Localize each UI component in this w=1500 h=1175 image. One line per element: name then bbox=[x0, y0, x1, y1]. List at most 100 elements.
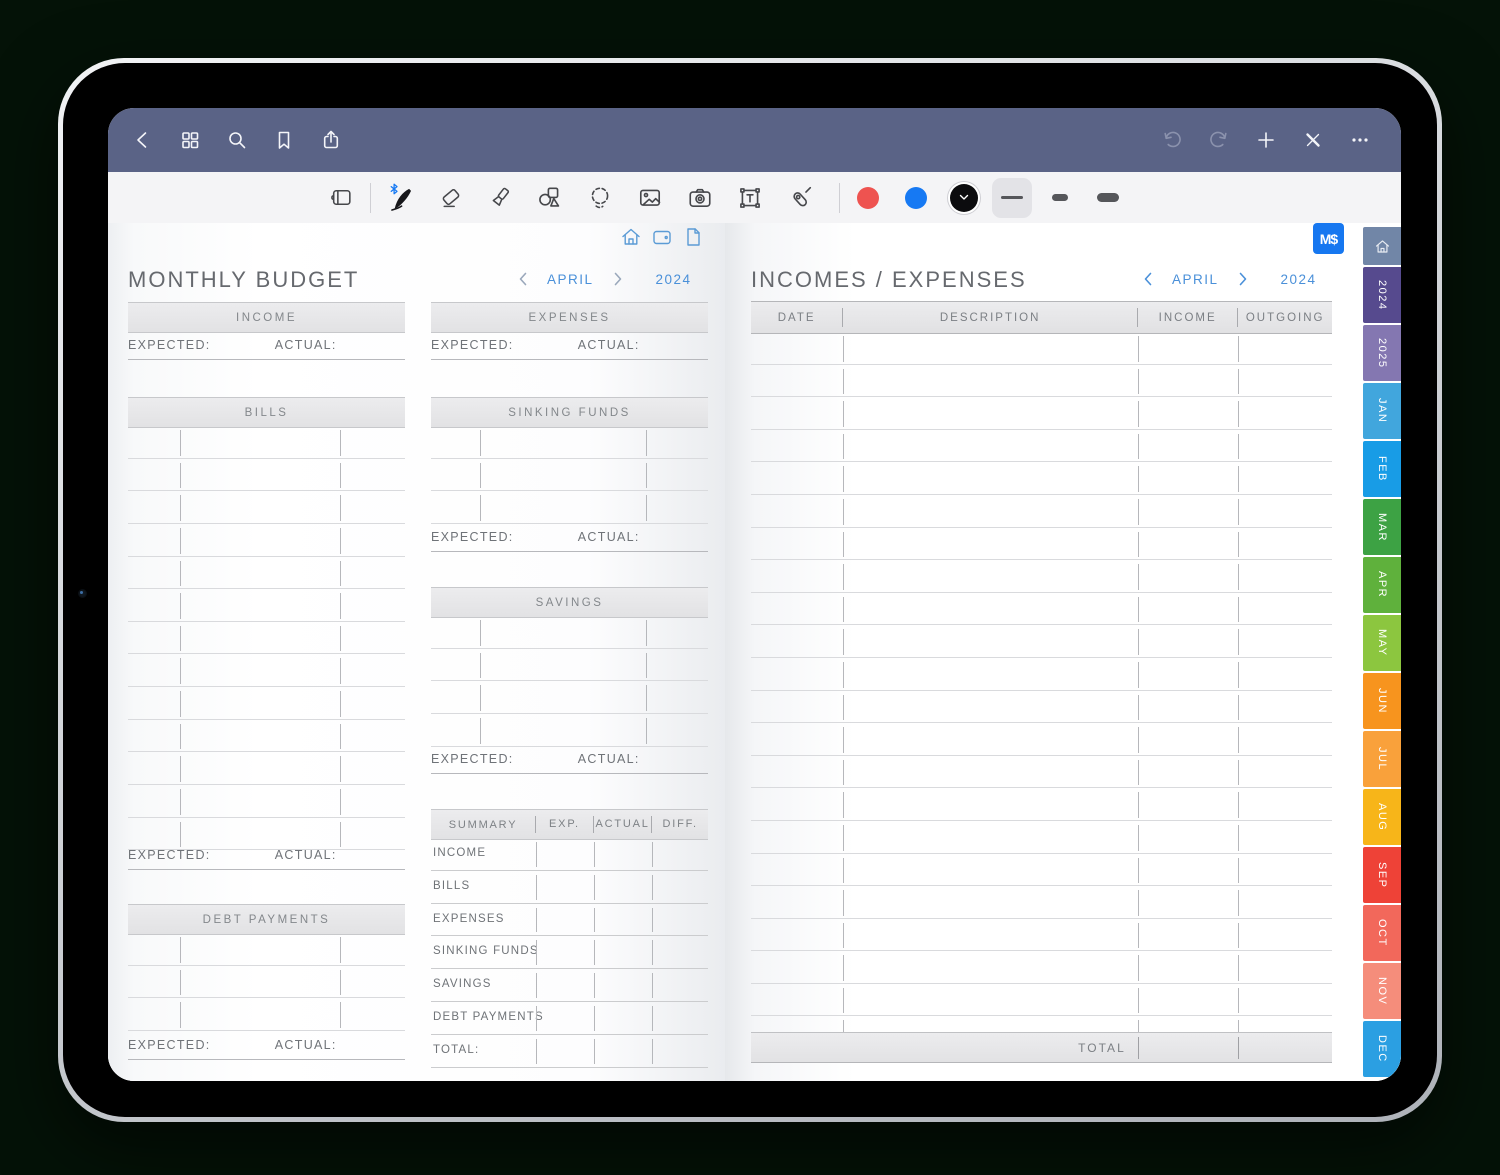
blank-row[interactable] bbox=[128, 622, 405, 655]
summary-row[interactable]: BILLS bbox=[431, 871, 708, 904]
blank-row[interactable] bbox=[128, 998, 405, 1031]
pen-color-blue[interactable] bbox=[892, 177, 940, 219]
blank-row[interactable] bbox=[751, 397, 1332, 430]
debt-expected-actual[interactable]: EXPECTED: ACTUAL: bbox=[128, 1031, 405, 1060]
pages-panel-button[interactable] bbox=[316, 177, 366, 219]
prev-month-button[interactable] bbox=[513, 269, 533, 289]
blank-row[interactable] bbox=[128, 933, 405, 966]
eraser-tool-button[interactable] bbox=[425, 177, 475, 219]
blank-row[interactable] bbox=[751, 854, 1332, 887]
blank-row[interactable] bbox=[128, 687, 405, 720]
income-expected-actual[interactable]: EXPECTED: ACTUAL: bbox=[128, 331, 405, 360]
more-button[interactable] bbox=[1337, 117, 1383, 163]
sidebar-tab-may[interactable]: MAY bbox=[1363, 615, 1401, 671]
blank-row[interactable] bbox=[751, 951, 1332, 984]
pen-off-button[interactable] bbox=[1290, 117, 1336, 163]
blank-row[interactable] bbox=[128, 589, 405, 622]
highlighter-tool-button[interactable] bbox=[475, 177, 525, 219]
thumbnails-button[interactable] bbox=[167, 117, 213, 163]
blank-row[interactable] bbox=[431, 681, 708, 714]
blank-row[interactable] bbox=[431, 491, 708, 524]
sidebar-tab-jan[interactable]: JAN bbox=[1363, 383, 1401, 439]
blank-row[interactable] bbox=[751, 756, 1332, 789]
blank-row[interactable] bbox=[751, 332, 1332, 365]
redo-button[interactable] bbox=[1196, 117, 1242, 163]
year-label[interactable]: 2024 bbox=[1280, 271, 1317, 287]
sidebar-tab-sep[interactable]: SEP bbox=[1363, 847, 1401, 903]
bills-expected-actual[interactable]: EXPECTED: ACTUAL: bbox=[128, 841, 405, 870]
blank-row[interactable] bbox=[128, 557, 405, 590]
add-page-button[interactable] bbox=[1243, 117, 1289, 163]
sidebar-tab-2025[interactable]: 2025 bbox=[1363, 325, 1401, 381]
back-button[interactable] bbox=[120, 117, 166, 163]
blank-row[interactable] bbox=[431, 426, 708, 459]
blank-row[interactable] bbox=[128, 654, 405, 687]
pen-color-black-selected[interactable] bbox=[940, 177, 988, 219]
blank-row[interactable] bbox=[431, 616, 708, 649]
blank-row[interactable] bbox=[128, 720, 405, 753]
sidebar-tab-feb[interactable]: FEB bbox=[1363, 441, 1401, 497]
blank-row[interactable] bbox=[128, 459, 405, 492]
sinking-expected-actual[interactable]: EXPECTED: ACTUAL: bbox=[431, 523, 708, 552]
blank-row[interactable] bbox=[128, 491, 405, 524]
blank-row[interactable] bbox=[128, 524, 405, 557]
shapes-tool-button[interactable] bbox=[525, 177, 575, 219]
blank-row[interactable] bbox=[128, 966, 405, 999]
blank-row[interactable] bbox=[751, 495, 1332, 528]
blank-row[interactable] bbox=[431, 459, 708, 492]
bookmark-button[interactable] bbox=[261, 117, 307, 163]
summary-row[interactable]: DEBT PAYMENTS bbox=[431, 1002, 708, 1035]
blank-row[interactable] bbox=[431, 649, 708, 682]
sidebar-tab-mar[interactable]: MAR bbox=[1363, 499, 1401, 555]
savings-expected-actual[interactable]: EXPECTED: ACTUAL: bbox=[431, 745, 708, 774]
home-link[interactable] bbox=[620, 226, 642, 253]
summary-row[interactable]: EXPENSES bbox=[431, 904, 708, 937]
stroke-thick-button[interactable] bbox=[1084, 177, 1132, 219]
search-button[interactable] bbox=[214, 117, 260, 163]
summary-row[interactable]: INCOME bbox=[431, 838, 708, 871]
wallet-link[interactable] bbox=[651, 226, 673, 253]
lasso-tool-button[interactable] bbox=[575, 177, 625, 219]
blank-row[interactable] bbox=[128, 818, 405, 851]
laser-pointer-button[interactable] bbox=[775, 177, 825, 219]
camera-tool-button[interactable] bbox=[675, 177, 725, 219]
image-tool-button[interactable] bbox=[625, 177, 675, 219]
blank-row[interactable] bbox=[751, 625, 1332, 658]
pen-tool-button[interactable] bbox=[375, 177, 425, 219]
stroke-thin-button[interactable] bbox=[988, 177, 1036, 219]
month-label[interactable]: APRIL bbox=[1172, 271, 1219, 287]
blank-row[interactable] bbox=[128, 426, 405, 459]
pen-color-red[interactable] bbox=[844, 177, 892, 219]
blank-row[interactable] bbox=[751, 462, 1332, 495]
blank-row[interactable] bbox=[751, 365, 1332, 398]
summary-row[interactable]: TOTAL: bbox=[431, 1035, 708, 1068]
text-tool-button[interactable] bbox=[725, 177, 775, 219]
blank-row[interactable] bbox=[751, 430, 1332, 463]
blank-row[interactable] bbox=[751, 658, 1332, 691]
blank-row[interactable] bbox=[751, 691, 1332, 724]
sidebar-tab-2024[interactable]: 2024 bbox=[1363, 267, 1401, 323]
undo-button[interactable] bbox=[1149, 117, 1195, 163]
prev-month-button[interactable] bbox=[1138, 269, 1158, 289]
year-label[interactable]: 2024 bbox=[655, 271, 692, 287]
stroke-medium-button[interactable] bbox=[1036, 177, 1084, 219]
sidebar-tab-apr[interactable]: APR bbox=[1363, 557, 1401, 613]
summary-row[interactable]: SINKING FUNDS bbox=[431, 936, 708, 970]
summary-row[interactable]: SAVINGS bbox=[431, 969, 708, 1002]
next-month-button[interactable] bbox=[608, 269, 628, 289]
sidebar-tab-nov[interactable]: NOV bbox=[1363, 963, 1401, 1019]
page-link[interactable] bbox=[682, 226, 704, 253]
blank-row[interactable] bbox=[751, 821, 1332, 854]
sidebar-tab-jun[interactable]: JUN bbox=[1363, 673, 1401, 729]
sidebar-tab-dec[interactable]: DEC bbox=[1363, 1021, 1401, 1077]
sidebar-tab-oct[interactable]: OCT bbox=[1363, 905, 1401, 961]
next-month-button[interactable] bbox=[1233, 269, 1253, 289]
blank-row[interactable] bbox=[431, 714, 708, 747]
expenses-expected-actual[interactable]: EXPECTED: ACTUAL: bbox=[431, 331, 708, 360]
blank-row[interactable] bbox=[751, 984, 1332, 1017]
blank-row[interactable] bbox=[751, 593, 1332, 626]
share-button[interactable] bbox=[308, 117, 354, 163]
sidebar-tab-home[interactable] bbox=[1363, 227, 1401, 265]
month-label[interactable]: APRIL bbox=[547, 271, 594, 287]
blank-row[interactable] bbox=[751, 560, 1332, 593]
